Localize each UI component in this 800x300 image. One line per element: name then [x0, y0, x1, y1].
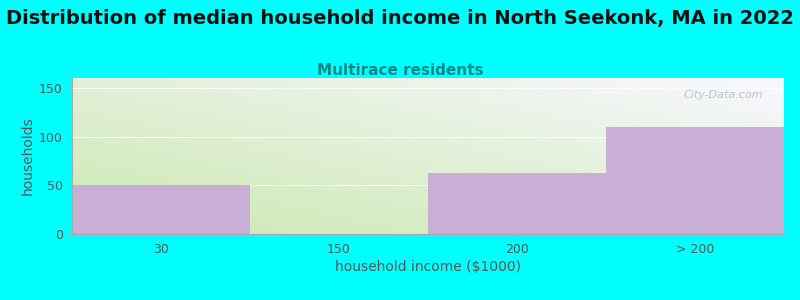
Text: Multirace residents: Multirace residents [317, 63, 483, 78]
Bar [72, 185, 250, 234]
Bar [428, 172, 606, 234]
X-axis label: household income ($1000): household income ($1000) [335, 260, 521, 274]
Bar [606, 127, 784, 234]
Text: City-Data.com: City-Data.com [683, 91, 762, 100]
Y-axis label: households: households [21, 117, 35, 195]
Text: Distribution of median household income in North Seekonk, MA in 2022: Distribution of median household income … [6, 9, 794, 28]
